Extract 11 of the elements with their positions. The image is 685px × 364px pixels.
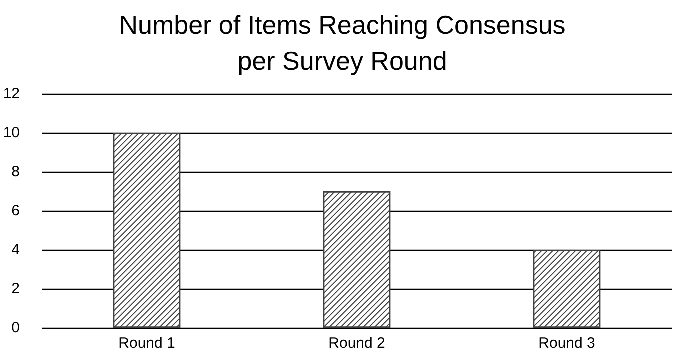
x-tick-label: Round 1 [118,335,176,352]
x-tick-label: Round 2 [328,335,386,352]
chart-title: Number of Items Reaching Consensus per Survey Round [119,10,566,76]
y-tick-label: 6 [12,202,20,220]
y-tick-label: 0 [12,320,20,336]
y-tick-label: 4 [12,242,20,258]
y-tick-label: 8 [12,164,20,180]
y-tick-label: 2 [12,280,20,298]
x-tick-label: Round 3 [538,335,596,352]
y-tick-label: 12 [3,86,20,102]
y-tick-label: 10 [3,124,20,142]
